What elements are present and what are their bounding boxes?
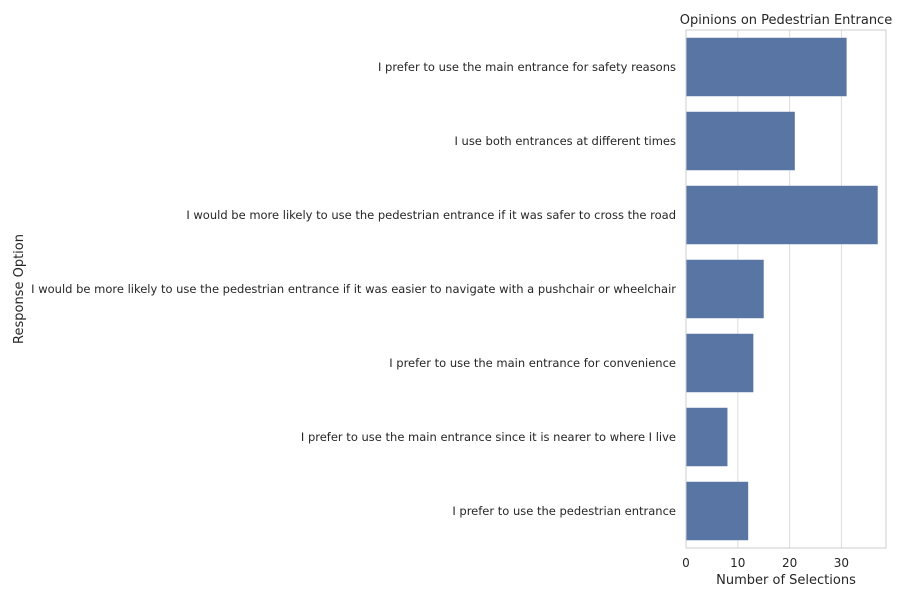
chart-title: Opinions on Pedestrian Entrance: [680, 13, 892, 28]
bars: [686, 37, 878, 541]
x-axis-title: Number of Selections: [716, 573, 856, 588]
x-tick-label: 10: [730, 556, 745, 570]
plot-frame: [685, 29, 887, 549]
bar: [686, 333, 754, 393]
bar: [686, 185, 878, 245]
x-tick-label: 0: [682, 556, 690, 570]
category-label: I prefer to use the main entrance for co…: [389, 356, 676, 370]
bar: [686, 37, 847, 97]
bar: [686, 481, 749, 541]
category-label: I would be more likely to use the pedest…: [31, 282, 676, 296]
category-label: I would be more likely to use the pedest…: [186, 208, 676, 222]
x-tick-labels: 0 10 20 30: [682, 556, 849, 570]
y-axis-title: Response Option: [12, 234, 27, 344]
bar: [686, 111, 795, 171]
category-label: I prefer to use the main entrance since …: [301, 430, 676, 444]
category-label: I prefer to use the pedestrian entrance: [452, 504, 676, 518]
x-tick-label: 20: [782, 556, 797, 570]
category-labels: I prefer to use the main entrance for sa…: [31, 60, 676, 518]
bar: [686, 407, 728, 467]
category-label: I prefer to use the main entrance for sa…: [378, 60, 676, 74]
bar: [686, 259, 764, 319]
x-tick-label: 30: [834, 556, 849, 570]
category-label: I use both entrances at different times: [454, 134, 676, 148]
